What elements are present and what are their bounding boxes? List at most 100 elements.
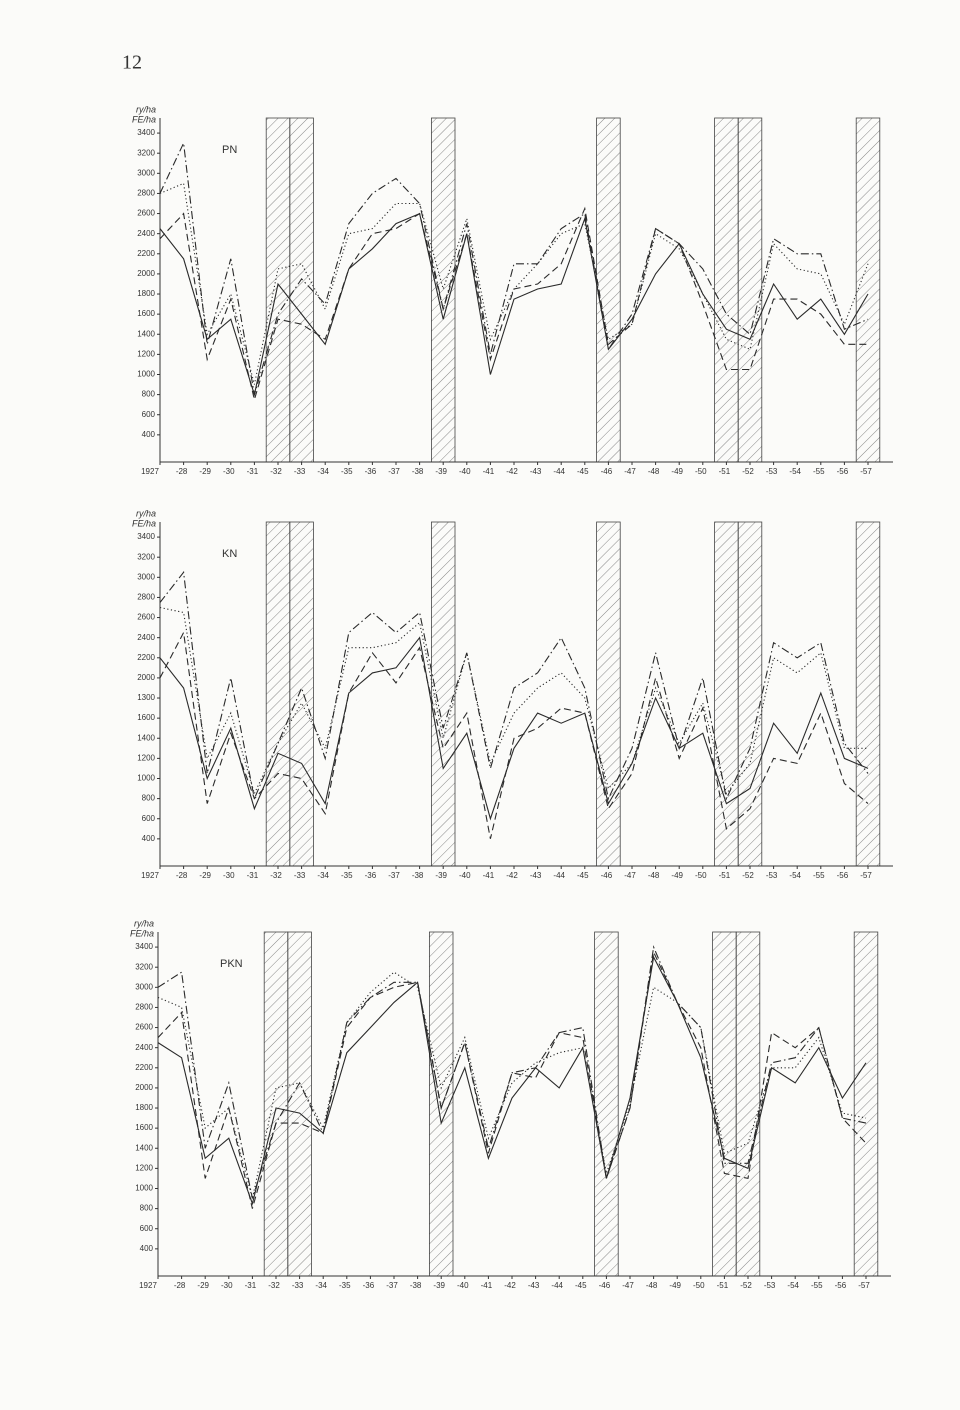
x-tick-label: -50	[693, 1281, 705, 1290]
x-tick-label: -33	[292, 1281, 304, 1290]
x-tick-label: -33	[294, 467, 306, 476]
x-tick-label: -37	[388, 467, 400, 476]
y-tick-label: 3200	[135, 962, 153, 971]
x-tick-label: -46	[601, 871, 613, 880]
x-tick-label: -29	[199, 871, 211, 880]
series-line	[157, 945, 867, 1199]
y-tick-label: 2600	[137, 209, 155, 218]
y-tick-label: 2200	[137, 653, 155, 662]
hatched-period	[714, 117, 739, 463]
x-tick-label: -31	[247, 871, 259, 880]
y-tick-label: 1000	[135, 1184, 153, 1193]
x-tick-label: -42	[506, 467, 518, 476]
x-tick-label: -31	[247, 467, 259, 476]
x-tick-label: -41	[483, 871, 495, 880]
x-tick-label: -36	[365, 871, 377, 880]
y-tick-label: 1400	[137, 329, 155, 338]
y-tick-label: 3400	[137, 532, 155, 541]
hatched-period	[737, 117, 763, 463]
series-line	[157, 955, 867, 1206]
hatched-period	[594, 931, 619, 1277]
hatched-period	[265, 521, 291, 867]
hatched-period	[596, 117, 621, 463]
y-tick-label: 2400	[137, 633, 155, 642]
y-tick-label: 3400	[135, 942, 153, 951]
x-tick-label: -34	[315, 1281, 327, 1290]
x-tick-label: -49	[669, 1281, 681, 1290]
y-axis-label: FE/ha	[132, 114, 156, 124]
x-tick-label: -51	[719, 467, 731, 476]
x-tick-label: -46	[599, 1281, 611, 1290]
y-tick-label: 3000	[137, 572, 155, 581]
x-tick-label: -54	[787, 1281, 799, 1290]
y-tick-label: 2800	[137, 593, 155, 602]
x-tick-label: -47	[624, 467, 636, 476]
y-tick-label: 400	[140, 1244, 154, 1253]
x-tick-label: -48	[646, 1281, 658, 1290]
x-tick-label: -50	[695, 467, 707, 476]
x-tick-label: -43	[530, 871, 542, 880]
y-axis-label: ry/ha	[136, 508, 156, 518]
y-tick-label: 1400	[137, 733, 155, 742]
y-tick-label: 3000	[137, 168, 155, 177]
x-tick-label: -32	[270, 871, 282, 880]
x-tick-label: -43	[530, 467, 542, 476]
hatched-period	[855, 521, 881, 867]
hatched-period	[287, 931, 312, 1277]
x-tick-label: -41	[483, 467, 495, 476]
x-tick-label: -44	[553, 871, 565, 880]
y-tick-label: 1600	[135, 1123, 153, 1132]
hatched-period	[853, 931, 879, 1277]
y-tick-label: 2000	[137, 269, 155, 278]
x-tick-label: -37	[388, 871, 400, 880]
x-tick-label: -34	[317, 871, 329, 880]
y-tick-label: 600	[140, 1224, 154, 1233]
x-tick-label: -45	[575, 1281, 587, 1290]
x-tick-label: -52	[742, 871, 754, 880]
y-tick-label: 1200	[137, 349, 155, 358]
x-tick-label: -35	[339, 1281, 351, 1290]
chart: 400 600 800 1000 1200 1400 1600 1800 2000 2200 240…	[130, 918, 891, 1290]
x-tick-label: -40	[459, 467, 471, 476]
x-tick-label: -39	[435, 871, 447, 880]
y-tick-label: 1400	[135, 1143, 153, 1152]
x-tick-label: -32	[268, 1281, 280, 1290]
x-tick-label: 1927	[141, 467, 159, 476]
x-tick-label: -56	[837, 467, 849, 476]
hatched-period	[737, 521, 763, 867]
x-tick-label: -40	[457, 1281, 469, 1290]
x-tick-label: -57	[860, 871, 872, 880]
x-tick-label: -44	[551, 1281, 563, 1290]
x-tick-label: -38	[412, 467, 424, 476]
x-tick-label: -48	[648, 871, 660, 880]
x-tick-label: -32	[270, 467, 282, 476]
hatched-period	[265, 117, 291, 463]
series-line	[159, 570, 869, 801]
x-tick-label: -38	[410, 1281, 422, 1290]
chart-title: KN	[222, 548, 237, 560]
x-tick-label: -43	[528, 1281, 540, 1290]
hatched-period	[289, 521, 314, 867]
y-tick-label: 800	[142, 390, 156, 399]
x-tick-label: -42	[504, 1281, 516, 1290]
x-tick-label: -41	[481, 1281, 493, 1290]
x-tick-label: -35	[341, 871, 353, 880]
y-tick-label: 1200	[135, 1163, 153, 1172]
series-line	[159, 636, 869, 821]
x-tick-label: -44	[553, 467, 565, 476]
series-line	[159, 630, 869, 839]
x-tick-label: -29	[199, 467, 211, 476]
x-tick-label: -35	[341, 467, 353, 476]
x-tick-label: -37	[386, 1281, 398, 1290]
y-tick-label: 800	[140, 1204, 154, 1213]
y-tick-label: 400	[142, 834, 156, 843]
y-tick-label: 2800	[135, 1003, 153, 1012]
x-tick-label: -55	[811, 1281, 823, 1290]
y-tick-label: 800	[142, 794, 156, 803]
y-tick-label: 3200	[137, 552, 155, 561]
x-tick-label: -39	[433, 1281, 445, 1290]
series-line	[159, 606, 868, 796]
y-tick-label: 1800	[135, 1103, 153, 1112]
x-tick-label: -53	[764, 1281, 776, 1290]
x-tick-label: -28	[176, 871, 188, 880]
